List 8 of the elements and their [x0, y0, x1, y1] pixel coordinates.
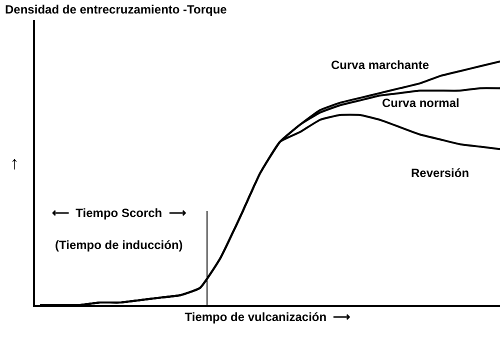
- series-label: Reversión: [411, 166, 470, 180]
- chart-title: Densidad de entrecruzamiento -Torque: [5, 2, 228, 17]
- y-axis-title: ↑: [10, 153, 19, 173]
- series-label: Curva marchante: [331, 58, 430, 72]
- annotation: (Tiempo de inducción): [55, 238, 183, 252]
- x-axis-title: Tiempo de vulcanización ⟶: [184, 310, 350, 324]
- series-label: Curva normal: [382, 96, 460, 110]
- annotation: ⟵ Tiempo Scorch ⟶: [52, 206, 186, 220]
